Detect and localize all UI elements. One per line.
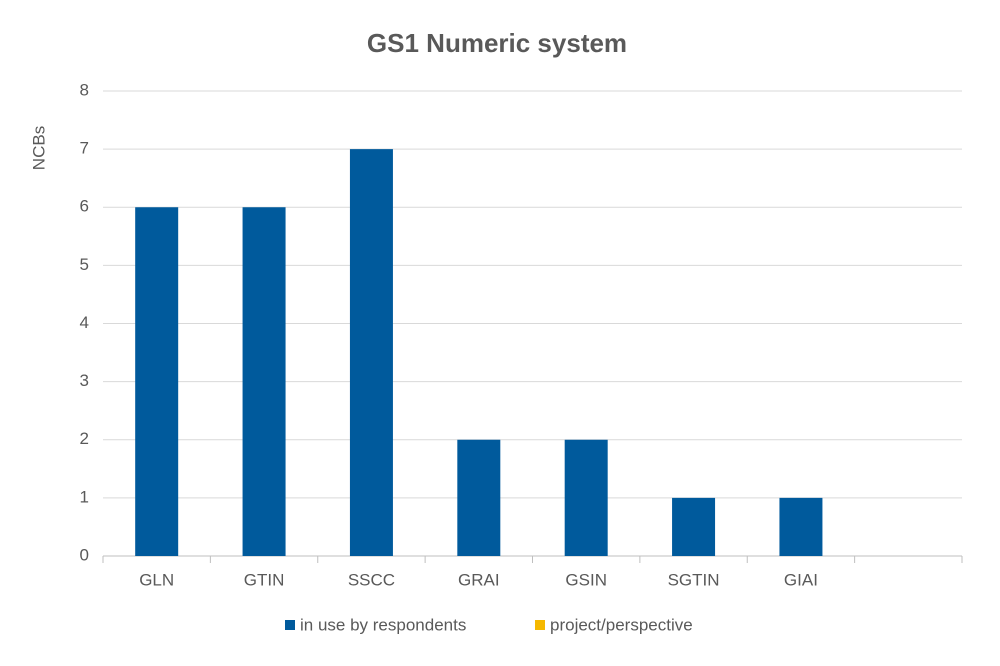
y-axis-label: NCBs — [29, 126, 48, 170]
x-tick-label: SSCC — [348, 570, 395, 589]
legend-swatch — [285, 620, 295, 630]
y-tick-label: 2 — [80, 429, 89, 448]
y-tick-label: 5 — [80, 255, 89, 274]
x-tick-label: GLN — [139, 570, 174, 589]
x-tick-label: SGTIN — [668, 570, 720, 589]
y-tick-label: 3 — [80, 371, 89, 390]
y-tick-label: 8 — [80, 80, 89, 99]
legend-label: project/perspective — [550, 615, 693, 634]
y-tick-label: 0 — [80, 545, 89, 564]
y-tick-label: 1 — [80, 487, 89, 506]
legend-swatch — [535, 620, 545, 630]
y-tick-label: 7 — [80, 139, 89, 158]
bar — [457, 439, 501, 556]
y-tick-label: 6 — [80, 197, 89, 216]
y-tick-label: 4 — [80, 313, 89, 332]
x-tick-label: GIAI — [784, 570, 818, 589]
bar — [242, 207, 286, 556]
legend-label: in use by respondents — [300, 615, 466, 634]
bar — [779, 497, 823, 556]
bar — [349, 149, 393, 556]
chart-title: GS1 Numeric system — [367, 28, 627, 58]
bar — [564, 439, 608, 556]
bar — [135, 207, 179, 556]
x-tick-label: GTIN — [244, 570, 285, 589]
bar — [672, 497, 716, 556]
x-tick-label: GRAI — [458, 570, 500, 589]
x-tick-label: GSIN — [565, 570, 607, 589]
